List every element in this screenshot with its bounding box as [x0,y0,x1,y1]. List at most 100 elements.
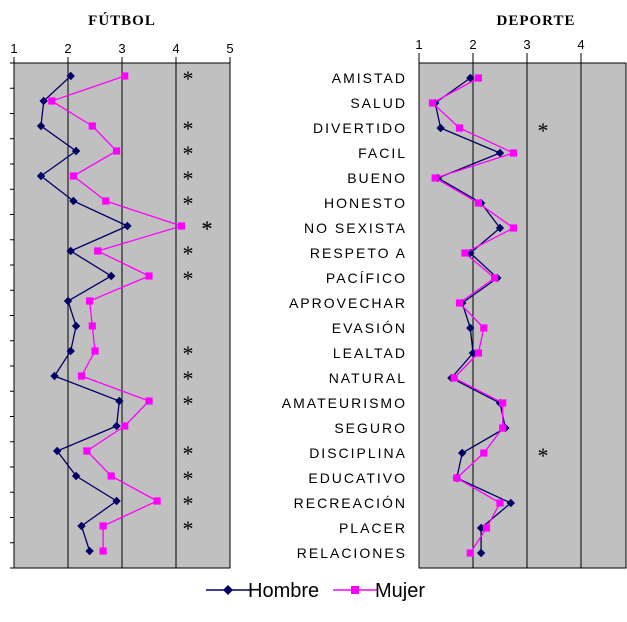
data-point-mujer [455,124,464,132]
category-label: RESPETO A [310,245,407,261]
data-point-mujer [482,524,491,532]
data-point-mujer [69,172,77,180]
data-point-hombre [85,546,94,556]
category-label: RELACIONES [297,545,407,561]
data-point-mujer [86,297,94,305]
data-point-hombre [495,223,505,233]
data-point-mujer [491,274,499,282]
significance-mark: * [183,191,194,216]
x-tick-label: 3 [118,41,125,56]
significance-mark: * [183,66,194,91]
data-point-hombre [71,146,81,156]
data-point-hombre [66,346,75,356]
data-point-mujer [177,222,185,230]
series-line-mujer [431,77,516,554]
data-point-mujer [113,147,121,155]
data-point-mujer [428,99,437,107]
data-point-hombre [50,371,59,381]
data-point-mujer [102,197,110,205]
data-point-hombre [495,148,505,158]
data-point-mujer [496,499,504,507]
data-point-mujer [99,522,107,530]
significance-mark: * [183,391,194,416]
data-point-mujer [83,447,91,455]
data-point-hombre [71,321,81,331]
category-label: SALUD [350,95,407,111]
significance-mark: * [183,341,194,366]
x-tick-label: 2 [469,37,476,52]
data-point-mujer [88,122,96,130]
x-tick-label: 3 [523,37,530,52]
significance-mark: * [538,443,549,468]
category-label: AMISTAD [332,70,407,86]
category-label: NATURAL [329,370,407,386]
data-point-hombre [476,548,486,558]
data-point-mujer [480,449,488,457]
data-point-hombre [466,73,475,83]
plot-area [418,62,627,569]
data-point-hombre [112,421,121,431]
data-point-hombre [63,296,73,306]
category-label: EDUCATIVO [308,470,407,486]
category-label: RECREACIÓN [294,495,407,511]
legend-label-hombre: Hombre [248,580,319,602]
significance-mark: * [202,216,213,241]
data-point-mujer [466,549,474,557]
significance-mark: * [183,366,194,391]
data-point-hombre [36,121,46,131]
category-label: DIVERTIDO [313,120,407,136]
data-point-hombre [77,521,86,531]
data-point-hombre [112,496,121,506]
x-tick-label: 1 [415,37,422,52]
legend-marker-hombre [223,585,233,595]
data-point-mujer [145,272,153,280]
category-label: AMATEURISMO [282,395,407,411]
legend: Hombre Mujer [206,580,425,602]
category-label: PACÍFICO [326,270,407,286]
x-tick-label: 1 [10,41,17,56]
category-label: EVASIÓN [332,320,407,336]
category-label: SEGURO [334,420,407,436]
data-point-mujer [145,397,153,405]
data-point-mujer [499,424,507,432]
x-tick-label: 2 [64,41,71,56]
data-point-hombre [107,271,116,281]
series-line-mujer [50,75,184,551]
significance-mark: * [538,118,549,143]
x-tick-label: 4 [172,41,179,56]
significance-mark: * [183,241,194,266]
data-point-hombre [506,498,515,508]
data-point-mujer [48,97,56,105]
data-point-mujer [91,347,99,355]
significance-mark: * [183,141,194,166]
data-point-mujer [450,374,458,382]
data-point-mujer [461,249,469,257]
category-label: BUENO [347,170,407,186]
data-point-hombre [53,446,62,456]
data-point-hombre [39,96,48,106]
legend-label-mujer: Mujer [375,580,425,602]
data-point-mujer [474,74,482,82]
data-point-mujer [509,224,518,232]
data-point-hombre [123,221,132,231]
data-point-hombre [66,71,75,81]
category-label: FACIL [358,145,407,161]
data-point-mujer [121,72,129,80]
category-label: HONESTO [324,195,407,211]
data-point-mujer [94,247,102,255]
data-point-mujer [99,547,107,555]
series-line-hombre [39,75,129,552]
data-point-mujer [121,422,129,430]
data-point-mujer [474,349,482,357]
significance-mark: * [183,266,194,291]
significance-mark: * [183,516,194,541]
legend-marker-mujer [351,586,359,594]
data-point-mujer [509,149,518,157]
data-point-hombre [466,323,475,333]
data-point-mujer [153,497,161,505]
data-point-mujer [88,322,96,330]
data-point-mujer [480,324,488,332]
significance-mark: * [183,491,194,516]
